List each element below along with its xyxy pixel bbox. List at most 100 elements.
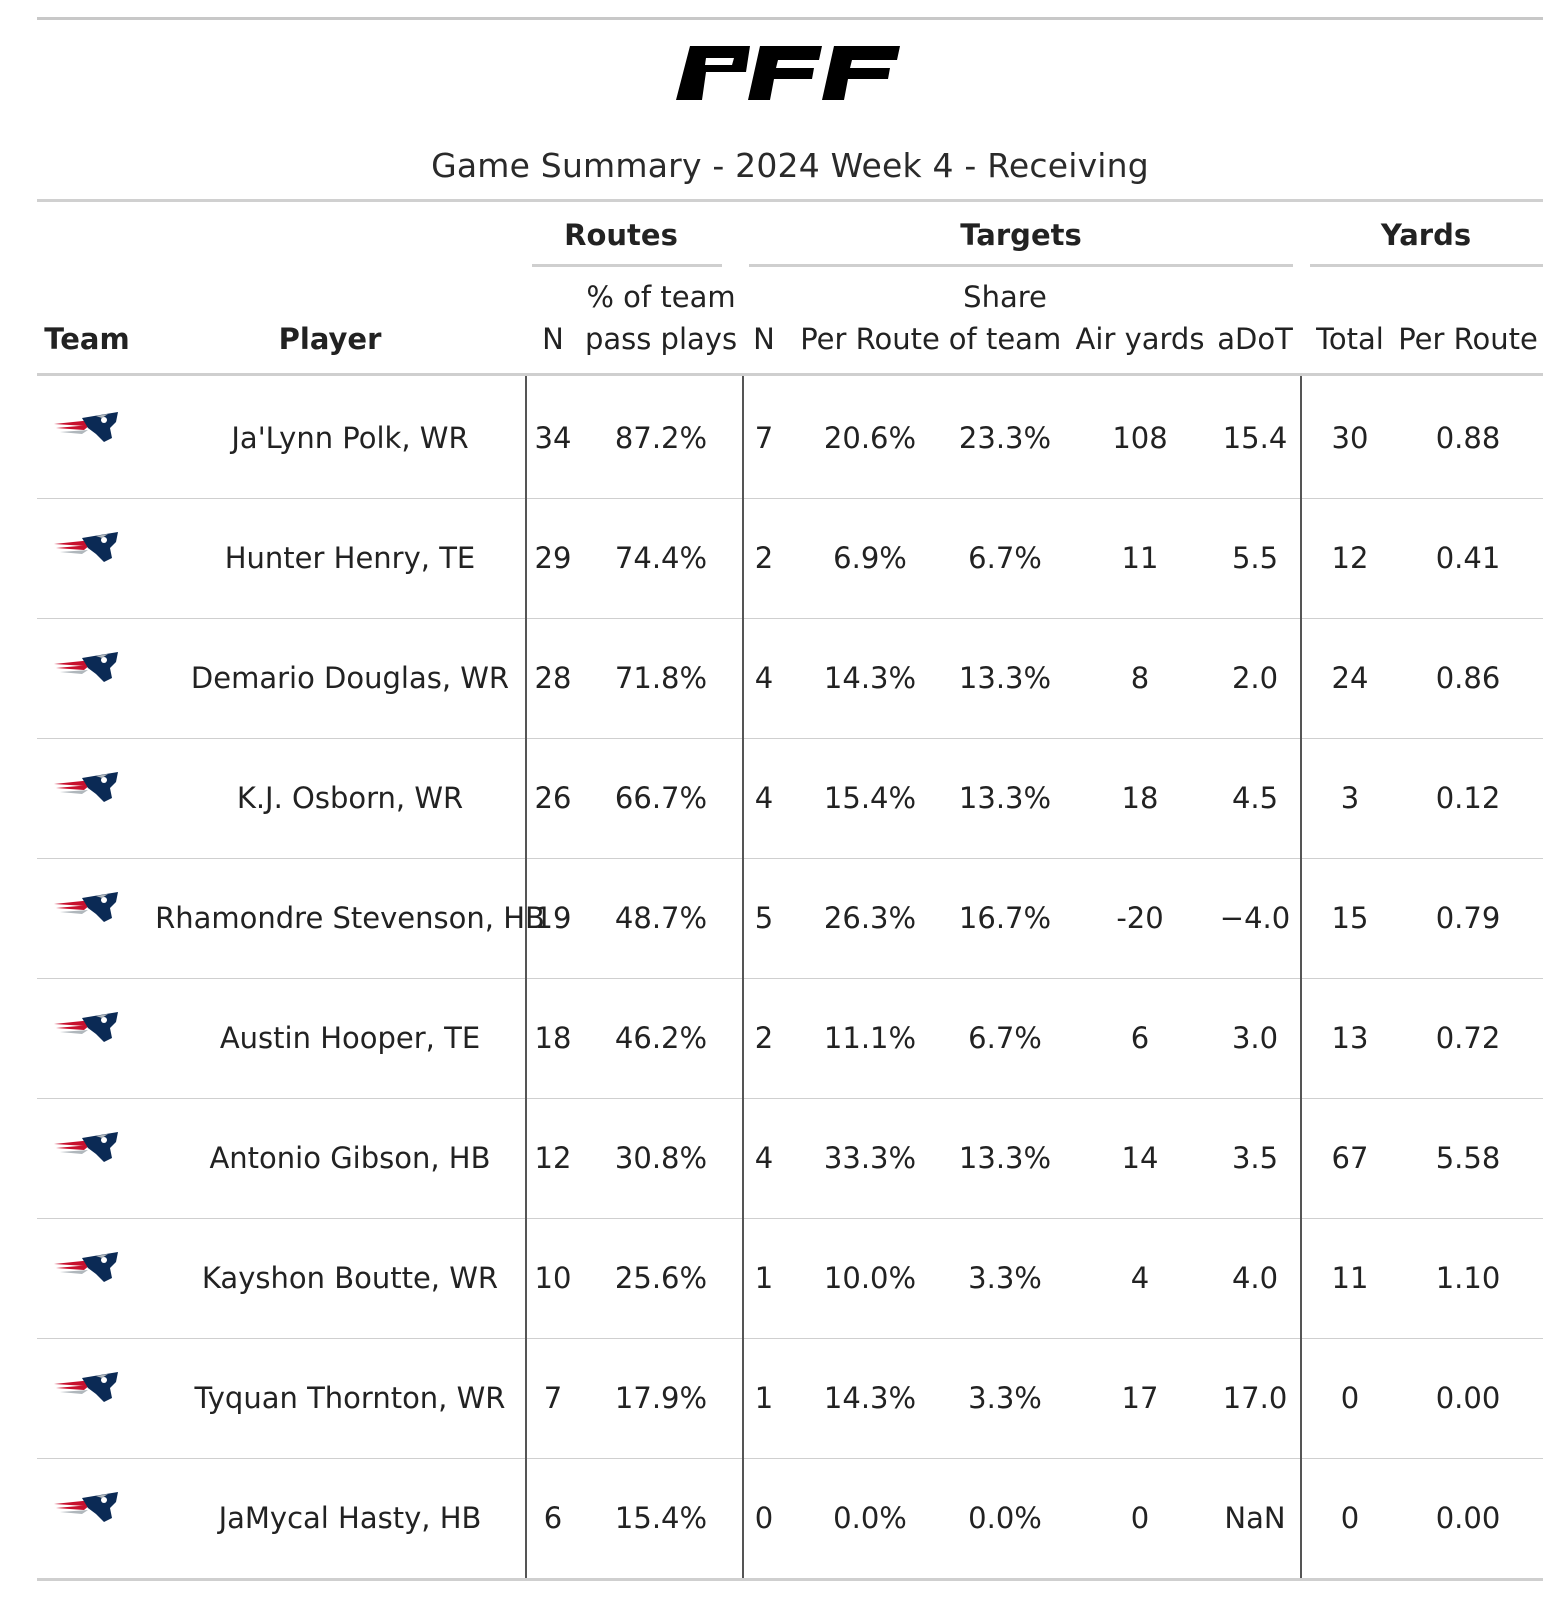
cell-targets-share: 13.3%	[958, 781, 1052, 815]
col-header-share-line2: of team	[948, 322, 1062, 356]
cell-routes-pct: 46.2%	[614, 1021, 708, 1055]
cell-yards-per-route: 0.72	[1435, 1021, 1501, 1055]
cell-adot: NaN	[1224, 1501, 1286, 1535]
cell-targets-share: 3.3%	[968, 1381, 1042, 1415]
cell-yards-per-route: 0.88	[1435, 421, 1501, 455]
spanner-yards: Yards	[1380, 218, 1472, 252]
cell-adot: 3.0	[1231, 1021, 1279, 1055]
cell-targets-per-route: 33.3%	[823, 1141, 917, 1175]
cell-routes-n: 6	[543, 1501, 563, 1535]
patriots-logo-icon	[52, 1128, 122, 1164]
table-row: JaMycal Hasty, HB 6 15.4% 0 0.0% 0.0% 0 NaN 0 0.0…	[37, 1458, 1543, 1578]
cell-air-yards: 0	[1130, 1501, 1150, 1535]
top-rule	[37, 17, 1543, 20]
patriots-logo-icon	[52, 1368, 122, 1404]
cell-air-yards: 8	[1130, 661, 1150, 695]
cell-routes-pct: 74.4%	[614, 541, 708, 575]
cell-routes-n: 34	[534, 421, 572, 455]
cell-targets-per-route: 6.9%	[833, 541, 907, 575]
divider-yards	[1300, 376, 1302, 1580]
cell-targets-n: 1	[754, 1261, 774, 1295]
col-header-share-line1: Share	[963, 280, 1047, 314]
spanner-routes: Routes	[564, 218, 678, 252]
cell-targets-per-route: 15.4%	[823, 781, 917, 815]
patriots-logo-icon	[52, 528, 122, 564]
col-header-routes-pct-line1: % of team	[586, 280, 736, 314]
cell-routes-n: 12	[534, 1141, 572, 1175]
cell-routes-pct: 87.2%	[614, 421, 708, 455]
col-header-team: Team	[44, 322, 130, 356]
cell-targets-n: 4	[754, 781, 774, 815]
cell-targets-share: 13.3%	[958, 1141, 1052, 1175]
cell-targets-share: 0.0%	[968, 1501, 1042, 1535]
cell-routes-n: 7	[543, 1381, 563, 1415]
divider-routes	[525, 376, 527, 1580]
cell-targets-share: 23.3%	[958, 421, 1052, 455]
cell-routes-n: 19	[534, 901, 572, 935]
spanner-targets: Targets	[960, 218, 1082, 252]
col-header-routes-n: N	[542, 322, 564, 356]
cell-targets-n: 1	[754, 1381, 774, 1415]
col-header-targets-n: N	[753, 322, 775, 356]
cell-player: Demario Douglas, WR	[190, 661, 510, 695]
cell-routes-pct: 17.9%	[614, 1381, 708, 1415]
cell-targets-per-route: 14.3%	[823, 661, 917, 695]
cell-air-yards: 14	[1121, 1141, 1159, 1175]
cell-targets-per-route: 14.3%	[823, 1381, 917, 1415]
cell-targets-share: 13.3%	[958, 661, 1052, 695]
bottom-rule	[37, 1578, 1543, 1581]
title-rule	[37, 199, 1543, 202]
cell-yards-per-route: 0.79	[1435, 901, 1501, 935]
cell-targets-share: 6.7%	[968, 541, 1042, 575]
cell-yards-total: 30	[1331, 421, 1369, 455]
cell-targets-n: 2	[754, 541, 774, 575]
cell-yards-total: 15	[1331, 901, 1369, 935]
cell-yards-per-route: 0.00	[1435, 1381, 1501, 1415]
cell-player: Antonio Gibson, HB	[209, 1141, 491, 1175]
cell-player: Austin Hooper, TE	[219, 1021, 481, 1055]
cell-targets-share: 16.7%	[958, 901, 1052, 935]
cell-air-yards: 108	[1112, 421, 1168, 455]
cell-targets-n: 2	[754, 1021, 774, 1055]
col-header-targets-per-route: Per Route	[800, 322, 940, 356]
col-header-player: Player	[278, 322, 382, 356]
patriots-logo-icon	[52, 888, 122, 924]
divider-targets	[742, 376, 744, 1580]
cell-targets-per-route: 26.3%	[823, 901, 917, 935]
cell-routes-pct: 25.6%	[614, 1261, 708, 1295]
spanner-routes-rule	[532, 264, 722, 267]
table-row: Tyquan Thornton, WR 7 17.9% 1 14.3% 3.3% 17 17.…	[37, 1338, 1543, 1459]
cell-adot: 2.0	[1231, 661, 1279, 695]
cell-player: JaMycal Hasty, HB	[218, 1501, 482, 1535]
cell-yards-total: 12	[1331, 541, 1369, 575]
cell-air-yards: 4	[1130, 1261, 1150, 1295]
table-row: Austin Hooper, TE 18 46.2% 2 11.1% 6.7% 6 3.0 13…	[37, 978, 1543, 1099]
cell-targets-n: 0	[754, 1501, 774, 1535]
cell-routes-n: 29	[534, 541, 572, 575]
cell-targets-n: 4	[754, 661, 774, 695]
table-row: Hunter Henry, TE 29 74.4% 2 6.9% 6.7% 11 5.5 12 0…	[37, 498, 1543, 619]
cell-air-yards: 17	[1121, 1381, 1159, 1415]
cell-adot: 5.5	[1231, 541, 1279, 575]
cell-adot: 17.0	[1222, 1381, 1288, 1415]
cell-targets-per-route: 11.1%	[823, 1021, 917, 1055]
cell-player: K.J. Osborn, WR	[236, 781, 464, 815]
header-rule	[37, 373, 1543, 376]
cell-routes-n: 18	[534, 1021, 572, 1055]
cell-targets-per-route: 0.0%	[833, 1501, 907, 1535]
table-row: Kayshon Boutte, WR 10 25.6% 1 10.0% 3.3% 4 4.0 1…	[37, 1218, 1543, 1339]
spanner-yards-rule	[1310, 264, 1543, 267]
cell-adot: −4.0	[1219, 901, 1291, 935]
cell-routes-n: 28	[534, 661, 572, 695]
cell-yards-total: 67	[1331, 1141, 1369, 1175]
cell-yards-per-route: 0.12	[1435, 781, 1501, 815]
col-header-air-yards: Air yards	[1075, 322, 1205, 356]
cell-adot: 4.5	[1231, 781, 1279, 815]
cell-player: Hunter Henry, TE	[224, 541, 476, 575]
patriots-logo-icon	[52, 1248, 122, 1284]
cell-yards-per-route: 0.00	[1435, 1501, 1501, 1535]
cell-yards-per-route: 0.41	[1435, 541, 1501, 575]
cell-targets-per-route: 20.6%	[823, 421, 917, 455]
cell-player: Kayshon Boutte, WR	[201, 1261, 499, 1295]
cell-routes-n: 26	[534, 781, 572, 815]
